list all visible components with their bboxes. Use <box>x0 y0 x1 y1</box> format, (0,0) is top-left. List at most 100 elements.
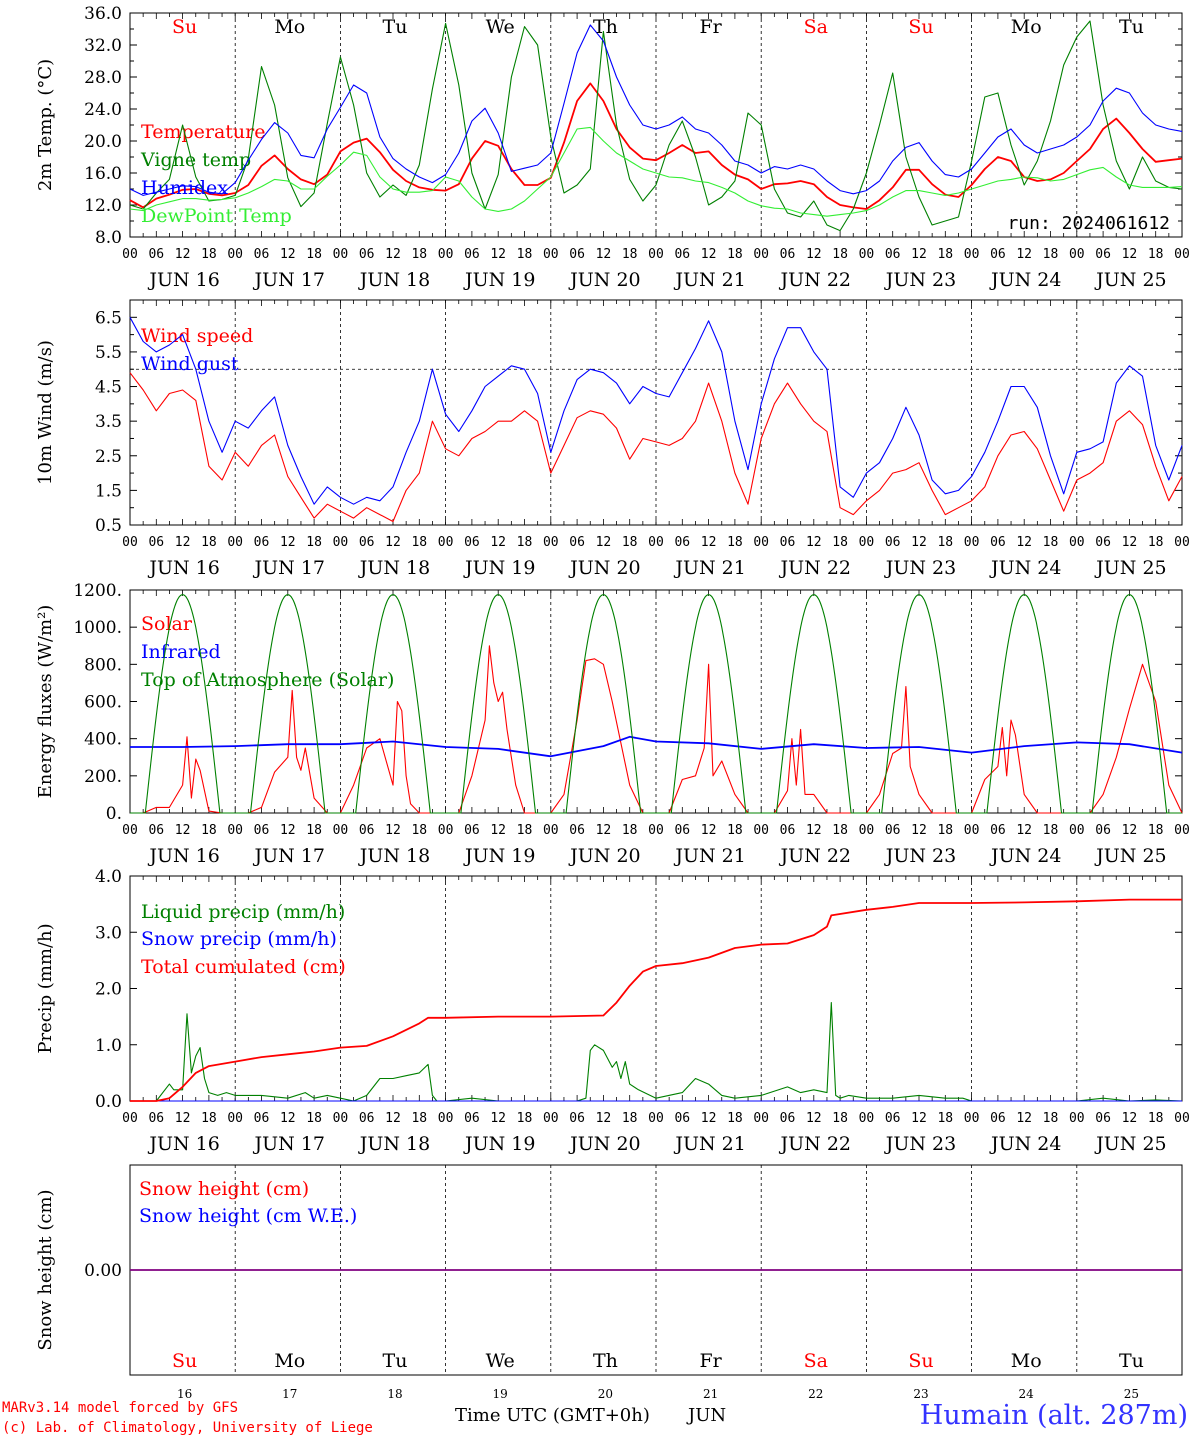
hour-tick-label: 00 <box>438 247 454 262</box>
hour-tick-label: 12 <box>490 1111 506 1126</box>
y-tick-label: 2.0 <box>95 980 122 1000</box>
hour-tick-label: 18 <box>622 1111 638 1126</box>
hour-tick-label: 00 <box>648 823 664 838</box>
y-axis-label: Snow height (cm) <box>35 1189 56 1350</box>
date-label: JUN 21 <box>673 557 745 579</box>
day-label: Tu <box>383 16 408 38</box>
legend-infrared: Infrared <box>141 641 221 663</box>
hour-tick-label: 00 <box>753 535 769 550</box>
date-label: JUN 16 <box>147 1133 219 1155</box>
hour-tick-label: 00 <box>543 1111 559 1126</box>
date-label: JUN 25 <box>1094 845 1166 867</box>
hour-tick-label: 00 <box>753 247 769 262</box>
legend-total-cumulated-cm: Total cumulated (cm) <box>141 956 346 978</box>
series-line-infrared <box>130 735 1183 758</box>
hour-tick-label: 00 <box>333 823 349 838</box>
hour-tick-label: 00 <box>859 247 875 262</box>
day-number-label: 24 <box>1019 1387 1035 1401</box>
y-tick-label: 20.0 <box>84 132 122 152</box>
hour-tick-label: 00 <box>753 1111 769 1126</box>
date-label: JUN 16 <box>147 845 219 867</box>
hour-tick-label: 12 <box>806 823 822 838</box>
series-line-temperature <box>129 82 1183 210</box>
day-label: Mo <box>1011 16 1042 38</box>
hour-tick-label: 00 <box>1174 823 1190 838</box>
legend-dewpoint-temp: DewPoint Temp <box>141 205 292 227</box>
hour-tick-label: 12 <box>490 247 506 262</box>
hour-tick-label: 06 <box>885 1111 901 1126</box>
hour-tick-label: 18 <box>411 823 427 838</box>
hour-tick-label: 12 <box>280 823 296 838</box>
date-label: JUN 21 <box>673 269 745 291</box>
hour-tick-label: 18 <box>622 247 638 262</box>
day-label: Mo <box>1011 1350 1042 1372</box>
hour-tick-label: 12 <box>911 823 927 838</box>
day-number-label: 18 <box>387 1387 402 1401</box>
hour-tick-label: 00 <box>964 247 980 262</box>
date-label: JUN 17 <box>253 557 325 579</box>
series-line-wind-gust <box>129 317 1183 505</box>
day-label: Th <box>593 1350 618 1372</box>
date-label: JUN 24 <box>989 269 1061 291</box>
hour-tick-label: 00 <box>438 535 454 550</box>
hour-tick-label: 06 <box>254 1111 270 1126</box>
y-tick-label: 28.0 <box>84 68 122 88</box>
credit-line-2: (c) Lab. of Climatology, University of L… <box>2 1420 373 1436</box>
hour-tick-label: 12 <box>596 1111 612 1126</box>
day-number-label: 22 <box>808 1387 823 1401</box>
y-tick-label: 0.5 <box>95 516 122 536</box>
legend-wind-gust: Wind gust <box>141 353 239 375</box>
hour-tick-label: 00 <box>753 823 769 838</box>
day-label: Th <box>593 16 618 38</box>
y-tick-label: 12.0 <box>84 196 122 216</box>
hour-tick-label: 12 <box>701 823 717 838</box>
hour-tick-label: 12 <box>385 535 401 550</box>
date-label: JUN 17 <box>253 1133 325 1155</box>
hour-tick-label: 12 <box>911 1111 927 1126</box>
y-tick-label: 5.5 <box>95 343 122 363</box>
day-label: Su <box>172 16 197 38</box>
hour-tick-label: 12 <box>1016 247 1032 262</box>
date-label: JUN 18 <box>358 845 430 867</box>
hour-tick-label: 00 <box>333 247 349 262</box>
date-label: JUN 18 <box>358 1133 430 1155</box>
hour-tick-label: 06 <box>990 823 1006 838</box>
date-label: JUN 23 <box>884 557 956 579</box>
day-label: Mo <box>274 16 305 38</box>
day-number-label: 17 <box>282 1387 297 1401</box>
y-axis-label: 10m Wind (m/s) <box>35 340 56 485</box>
hour-tick-label: 06 <box>1095 535 1111 550</box>
hour-tick-label: 06 <box>148 1111 164 1126</box>
hour-tick-label: 06 <box>254 535 270 550</box>
hour-tick-label: 18 <box>201 247 217 262</box>
hour-tick-label: 12 <box>1016 1111 1032 1126</box>
date-label: JUN 25 <box>1094 1133 1166 1155</box>
hour-tick-label: 06 <box>1095 1111 1111 1126</box>
date-label: JUN 22 <box>779 1133 851 1155</box>
hour-tick-label: 06 <box>990 1111 1006 1126</box>
hour-tick-label: 12 <box>385 247 401 262</box>
y-tick-label: 600. <box>84 693 122 713</box>
day-number-label: 20 <box>598 1387 613 1401</box>
hour-tick-label: 18 <box>517 247 533 262</box>
y-tick-label: 16.0 <box>84 164 122 184</box>
hour-tick-label: 00 <box>859 823 875 838</box>
legend-snow-height-cm: Snow height (cm) <box>139 1178 309 1200</box>
y-tick-label: 4.0 <box>95 867 122 887</box>
hour-tick-label: 12 <box>280 247 296 262</box>
hour-tick-label: 18 <box>517 535 533 550</box>
hour-tick-label: 18 <box>306 1111 322 1126</box>
hour-tick-label: 06 <box>464 823 480 838</box>
day-number-label: 23 <box>913 1387 928 1401</box>
day-number-label: 19 <box>493 1387 508 1401</box>
hour-tick-label: 12 <box>596 823 612 838</box>
hour-tick-label: 18 <box>832 1111 848 1126</box>
date-label: JUN 24 <box>989 845 1061 867</box>
hour-tick-label: 06 <box>885 823 901 838</box>
hour-tick-label: 00 <box>438 823 454 838</box>
hour-tick-label: 06 <box>464 1111 480 1126</box>
day-number-label: 16 <box>177 1387 192 1401</box>
date-label: JUN 21 <box>673 845 745 867</box>
y-tick-label: 36.0 <box>84 4 122 24</box>
hour-tick-label: 00 <box>1069 247 1085 262</box>
